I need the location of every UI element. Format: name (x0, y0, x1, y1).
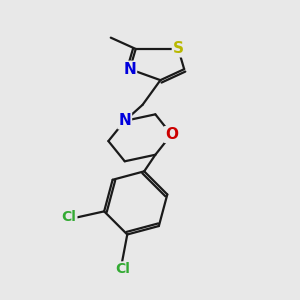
Text: N: N (123, 62, 136, 77)
Text: N: N (118, 113, 131, 128)
Text: O: O (165, 127, 178, 142)
Text: Cl: Cl (115, 262, 130, 276)
Text: S: S (173, 41, 184, 56)
Text: Cl: Cl (61, 210, 76, 224)
